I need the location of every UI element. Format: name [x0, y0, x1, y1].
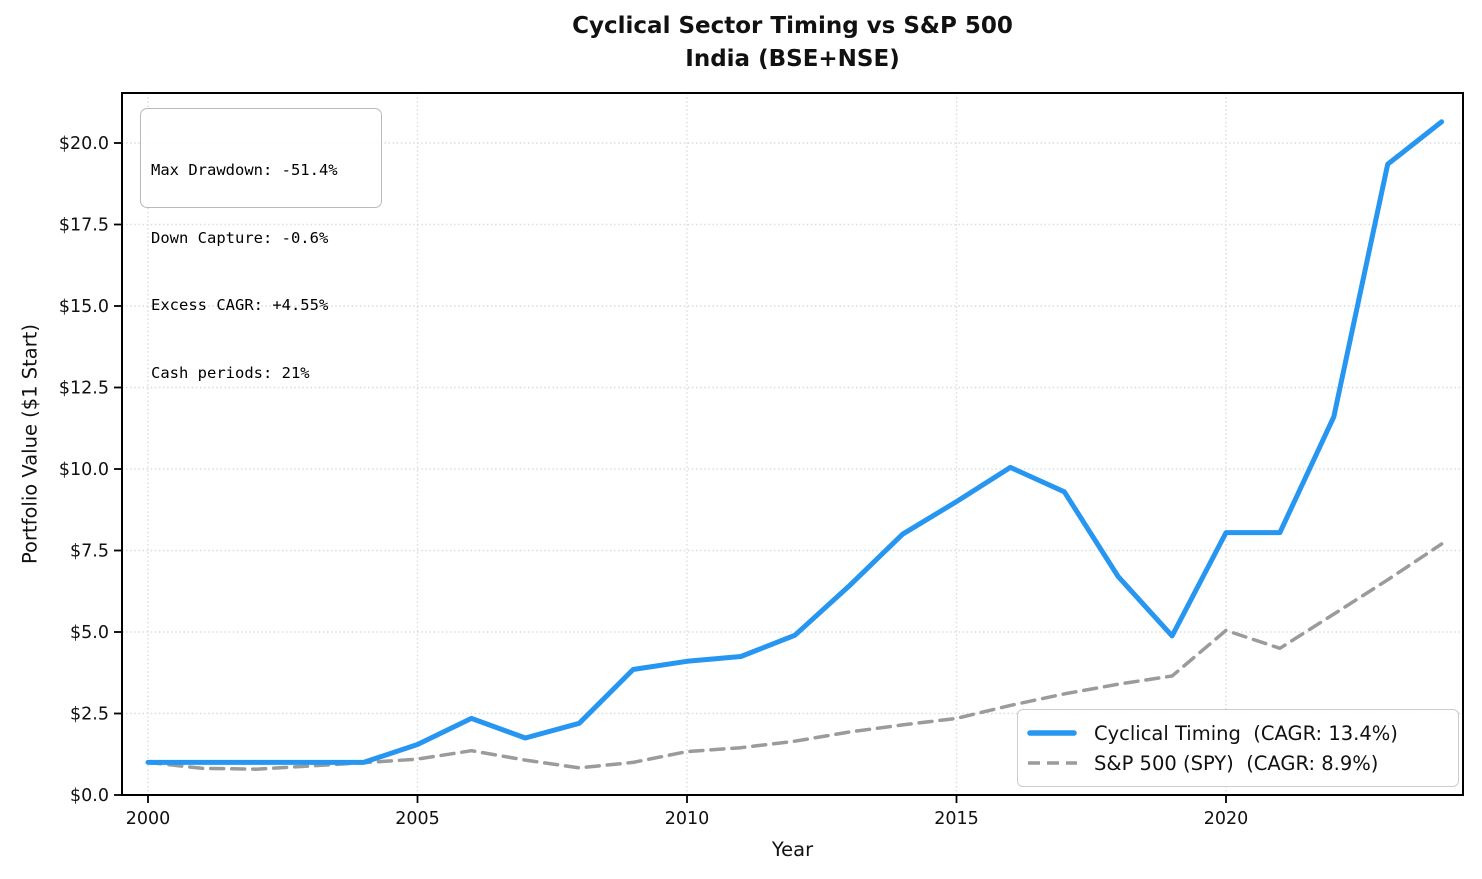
stats-line-cash-periods: Cash periods: 21%	[151, 363, 310, 382]
y-tick-label-0: $0.0	[70, 786, 109, 806]
y-tick-label-12.5: $12.5	[59, 379, 109, 399]
y-axis-label: Portfolio Value ($1 Start)	[18, 323, 42, 565]
y-tick-label-20: $20.0	[59, 134, 109, 154]
x-tick-label-2000: 2000	[126, 809, 171, 829]
legend-label-sp500: S&P 500 (SPY) (CAGR: 8.9%)	[1094, 751, 1379, 775]
stats-line-max-drawdown: Max Drawdown: -51.4%	[151, 161, 338, 179]
x-axis-label: Year	[771, 838, 814, 861]
legend-label-cyclical-timing: Cyclical Timing (CAGR: 13.4%)	[1094, 721, 1398, 745]
x-tick-label-2020: 2020	[1204, 809, 1249, 829]
y-tick-label-10: $10.0	[59, 460, 109, 480]
y-tick-label-5: $5.0	[70, 623, 109, 643]
cyclical-timing-line	[145, 119, 1445, 765]
plot-border	[121, 92, 1464, 796]
chart-title-block: Cyclical Sector Timing vs S&P 500 India …	[122, 10, 1463, 76]
y-tick-label-2.5: $2.5	[70, 705, 109, 725]
cyclical-line-swatch	[1027, 730, 1077, 736]
chart-subtitle: India (BSE+NSE)	[685, 46, 900, 72]
chart-title: Cyclical Sector Timing vs S&P 500	[572, 13, 1013, 39]
y-tick-label-15: $15.0	[59, 297, 109, 317]
sp500-dashed-swatch	[1028, 761, 1077, 765]
y-tick-label-17.5: $17.5	[59, 216, 109, 236]
legend: Cyclical Timing (CAGR: 13.4%) S&P 500 (S…	[1017, 709, 1459, 787]
stats-line-down-capture: Down Capture: -0.6%	[151, 228, 329, 247]
x-tick-label-2005: 2005	[395, 809, 440, 829]
stats-box: Max Drawdown: -51.4% Down Capture: -0.6%…	[140, 108, 382, 382]
legend-entry-cyclical-timing: Cyclical Timing (CAGR: 13.4%)	[1027, 719, 1444, 747]
x-tick-label-2015: 2015	[934, 809, 979, 829]
stats-line-excess-cagr: Excess CAGR: +4.55%	[151, 296, 329, 314]
y-tick-label-7.5: $7.5	[70, 542, 109, 562]
legend-entry-sp500: S&P 500 (SPY) (CAGR: 8.9%)	[1027, 749, 1444, 777]
x-tick-label-2010: 2010	[665, 809, 710, 829]
